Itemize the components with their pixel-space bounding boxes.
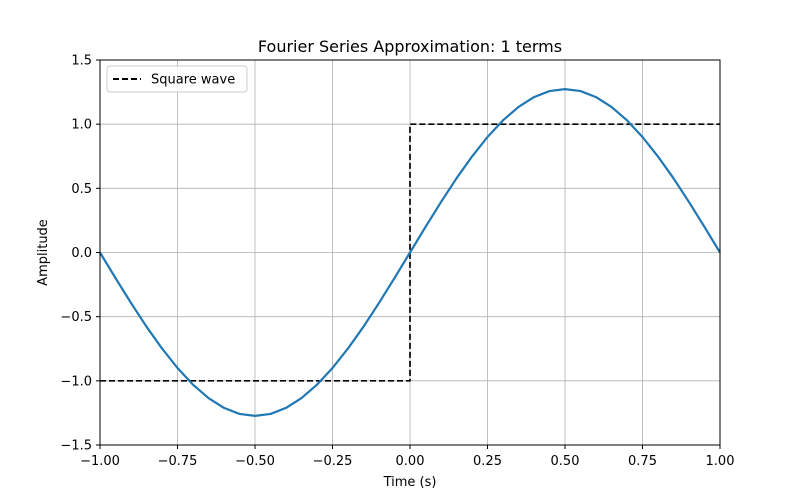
x-tick-label: 0.50 (551, 454, 580, 469)
x-axis-ticks: −1.00 −0.75 −0.50 −0.25 0.00 0.25 0.50 0.75 1.00 (80, 445, 734, 469)
x-tick-label: 0.25 (473, 454, 502, 469)
series-line-square-wave (100, 123, 720, 382)
x-tick-label: 0.75 (628, 454, 657, 469)
y-tick-label: 1.0 (71, 118, 92, 133)
y-axis-ticks: −1.5 −1.0 −0.5 0.0 0.5 1.0 1.5 (60, 54, 100, 454)
x-tick-label: −0.75 (158, 454, 198, 469)
chart-title: Fourier Series Approximation: 1 terms (258, 37, 562, 56)
y-tick-label: −0.5 (60, 310, 92, 325)
series-line-fourier-approximation (99, 88, 721, 417)
x-axis-label: Time (s) (383, 475, 437, 490)
y-tick-label: 0.0 (71, 246, 92, 261)
y-tick-label: −1.0 (60, 374, 92, 389)
x-tick-label: 0.00 (396, 454, 425, 469)
plot-series (99, 88, 721, 417)
x-tick-label: −1.00 (80, 454, 120, 469)
legend-box (106, 65, 248, 93)
y-tick-label: 0.5 (71, 182, 92, 197)
x-tick-label: −0.50 (235, 454, 275, 469)
x-tick-label: −0.25 (313, 454, 353, 469)
y-tick-label: −1.5 (60, 439, 92, 454)
y-tick-label: 1.5 (71, 54, 92, 69)
y-axis-label: Amplitude (36, 219, 51, 286)
legend-label-square-wave: Square wave (151, 73, 235, 88)
legend: Square wave (106, 65, 248, 93)
x-tick-label: 1.00 (706, 454, 735, 469)
